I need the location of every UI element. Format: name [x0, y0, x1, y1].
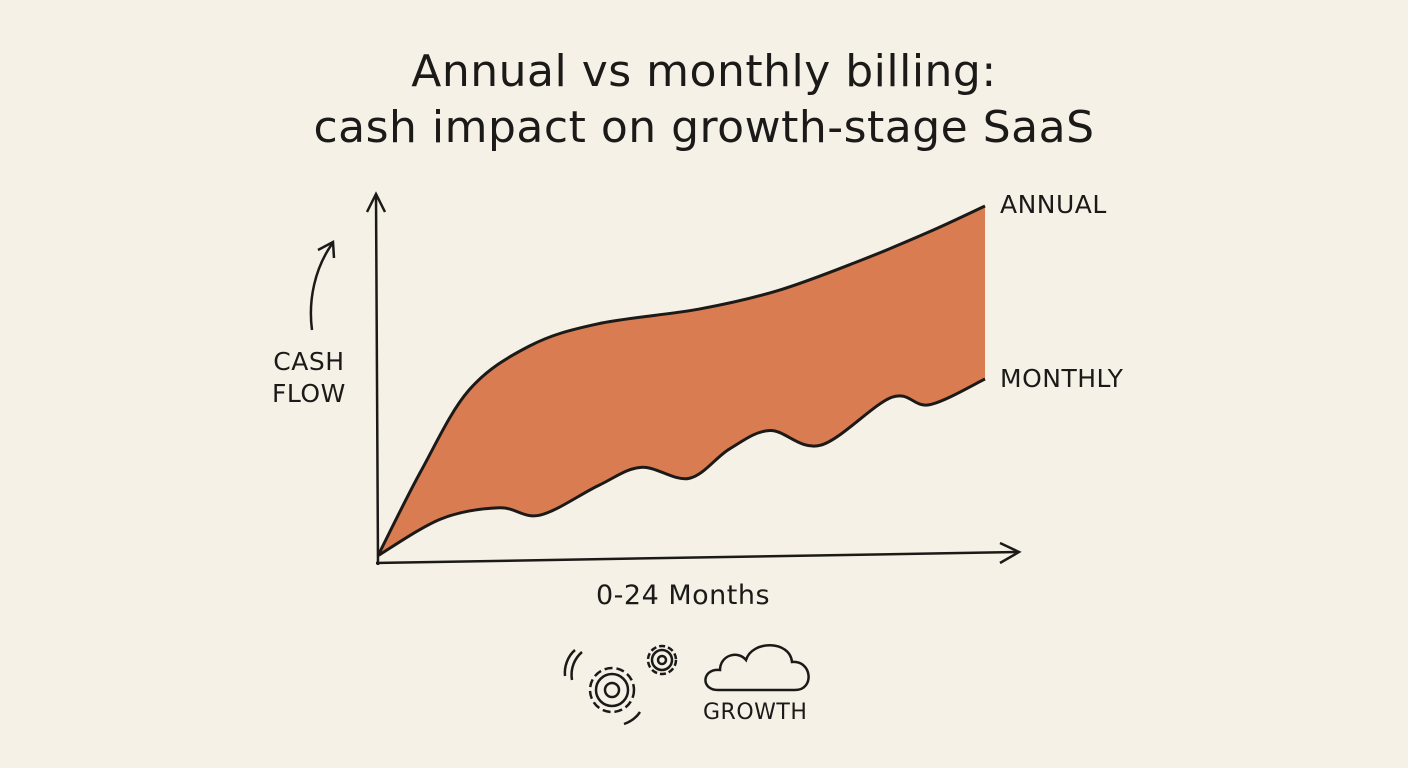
- y-axis: [365, 191, 387, 566]
- x-axis: [375, 541, 1022, 565]
- series-label-monthly: MONTHLY: [1000, 364, 1124, 393]
- chart-title: Annual vs monthly billing: cash impact o…: [313, 46, 1095, 153]
- x-axis-label: 0-24 Months: [596, 580, 771, 611]
- y-axis-label: CASH FLOW: [272, 347, 346, 408]
- growth-label: GROWTH: [703, 700, 808, 725]
- series-line-monthly: [377, 377, 986, 557]
- cash-gap-area: [378, 206, 985, 556]
- series-label-annual: ANNUAL: [1000, 190, 1107, 219]
- cloud-icon: [704, 644, 810, 692]
- gears-icon: [563, 644, 678, 726]
- up-arrow-icon: [309, 239, 336, 331]
- series-line-annual: [376, 204, 986, 557]
